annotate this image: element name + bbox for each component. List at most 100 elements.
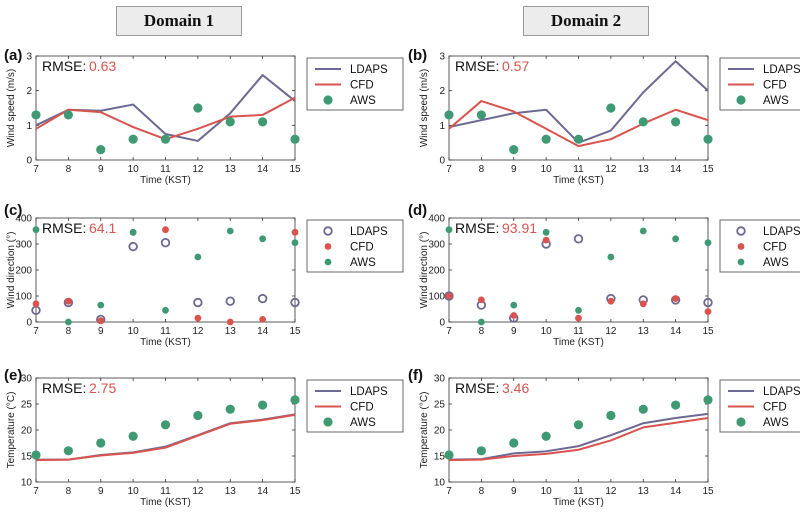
panel-d-xtick-label: 8 <box>479 326 485 337</box>
panel-a-ytick-label: 2 <box>26 86 32 97</box>
panel-a-legend-ldaps-label: LDAPS <box>350 64 388 76</box>
panel-b-aws-point <box>509 145 519 155</box>
panel-c-letter: (c) <box>4 202 22 219</box>
panel-f-xtick-label: 9 <box>511 486 517 497</box>
panel-f-xtick-label: 14 <box>670 486 682 497</box>
panel-c-xtick-label: 11 <box>160 326 171 337</box>
panel-d-cfd-point <box>672 295 680 302</box>
panel-c-xtick-label: 15 <box>289 326 301 337</box>
panel-f-rmse-label: RMSE: <box>455 380 499 396</box>
panel-d-cfd-point <box>510 312 518 319</box>
panel-a-aws-point <box>160 134 171 144</box>
panel-a-xlabel: Time (KST) <box>140 175 191 186</box>
panel-b-xtick-label: 8 <box>479 164 485 175</box>
panel-b-xtick-label: 12 <box>605 164 617 175</box>
panel-d-legend-ldaps-label: LDAPS <box>763 226 800 238</box>
panel-b-ytick-label: 2 <box>439 86 445 97</box>
panel-f-ytick-label: 20 <box>434 426 446 437</box>
panel-a-aws-point <box>31 110 41 120</box>
panel-c-legend-cfd-swatch <box>324 243 332 250</box>
panel-a-xtick-label: 11 <box>160 164 171 175</box>
panel-b-aws-point <box>541 134 551 144</box>
panel-d-legend-cfd-swatch <box>737 243 745 250</box>
panel-c-ytick-label: 200 <box>15 266 32 277</box>
panel-a-aws-point <box>225 117 235 127</box>
panel-c-ytick-label: 400 <box>15 214 32 225</box>
panel-f-aws-point <box>509 438 519 448</box>
panel-b-xtick-label: 14 <box>670 164 682 175</box>
panel-e-legend-cfd-label: CFD <box>350 402 374 414</box>
panel-e-aws-point <box>128 431 138 441</box>
panel-c-xlabel: Time (KST) <box>140 337 191 348</box>
panel-c-legend-ldaps-label: LDAPS <box>350 226 388 238</box>
panel-e-ylabel: Temperature (°C) <box>6 392 17 469</box>
panel-c-aws-point <box>259 235 267 243</box>
panel-a-aws-point <box>128 134 138 144</box>
panel-e-aws-point <box>225 404 235 414</box>
panel-d-legend-cfd-label: CFD <box>763 242 787 254</box>
panel-b-aws-point <box>476 110 486 120</box>
panel-d-aws-point <box>639 227 647 235</box>
panel-b-xtick-label: 15 <box>702 164 714 175</box>
panel-d-cfd-point <box>542 236 550 244</box>
panel-b-aws-point <box>671 117 681 127</box>
panel-b-rmse-label: RMSE: <box>455 58 499 74</box>
panel-e-legend-ldaps-label: LDAPS <box>350 386 388 398</box>
panel-c-ytick-label: 100 <box>15 292 32 303</box>
panel-a-xtick-label: 9 <box>98 164 104 175</box>
panel-d-ytick-label: 0 <box>439 318 445 329</box>
panel-d-legend-aws-swatch <box>737 258 745 266</box>
panel-d-cfd-point <box>477 296 485 304</box>
panel-f-aws-point <box>606 410 616 421</box>
panel-e-aws-point <box>193 410 203 421</box>
panel-c-aws-point <box>194 253 202 261</box>
panel-d-aws-point <box>477 318 485 326</box>
panel-e-aws-point <box>258 400 268 410</box>
panel-c-ytick-label: 300 <box>15 240 32 251</box>
panel-c-ylabel: Wind direction (°) <box>6 232 17 309</box>
panel-e-ytick-label: 30 <box>21 374 33 385</box>
panel-f-plot-frame <box>448 377 709 483</box>
panel-a-legend-cfd-label: CFD <box>350 80 374 92</box>
panel-a-xtick-label: 8 <box>66 164 72 175</box>
panel-d-ytick-label: 100 <box>428 292 445 303</box>
panel-a-aws-point <box>258 117 268 127</box>
panel-e-legend-aws-swatch <box>323 417 333 427</box>
panel-d-aws-point <box>542 228 550 236</box>
panel-b-aws-point <box>444 110 454 120</box>
panel-d-aws-point <box>510 301 518 309</box>
panel-b-aws-point <box>638 117 648 127</box>
panel-a-aws-point <box>96 145 106 155</box>
panel-c-cfd-point <box>194 314 202 322</box>
panel-a-ytick-label: 3 <box>26 52 32 63</box>
panel-f-xtick-label: 10 <box>541 486 553 497</box>
panel-e-aws-point <box>290 395 300 405</box>
panel-a-ytick-label: 1 <box>26 121 32 132</box>
panel-a-rmse-label: RMSE: <box>42 58 86 74</box>
panel-c-xtick-label: 14 <box>257 326 269 337</box>
panel-f-xtick-label: 7 <box>446 486 452 497</box>
panel-d-xtick-label: 10 <box>541 326 553 337</box>
panel-c-aws-point <box>97 301 105 309</box>
panel-d-xtick-label: 14 <box>670 326 682 337</box>
panel-e-xtick-label: 14 <box>257 486 269 497</box>
panel-f-xtick-label: 13 <box>638 486 650 497</box>
panel-f-aws-point <box>573 420 584 430</box>
panel-c-ytick-label: 0 <box>26 318 32 329</box>
panel-e-aws-point <box>31 450 41 460</box>
panel-e-xtick-label: 7 <box>33 486 39 497</box>
panel-f-legend-ldaps-label: LDAPS <box>763 386 800 398</box>
panel-c-xtick-label: 7 <box>33 326 39 337</box>
panel-f-xtick-label: 12 <box>605 486 617 497</box>
panel-d-aws-point <box>575 306 582 314</box>
panel-c-cfd-point <box>259 316 267 323</box>
panel-d-cfd-point <box>639 300 647 308</box>
panel-c-cfd-point <box>32 300 40 308</box>
panel-f-ylabel: Temperature (°C) <box>419 392 430 469</box>
panel-d-xtick-label: 15 <box>702 326 714 337</box>
panel-d-ldaps-point <box>703 297 713 308</box>
panel-e-ytick-label: 15 <box>21 452 33 463</box>
panel-a-xtick-label: 14 <box>257 164 269 175</box>
panel-d-cfd-point <box>704 308 712 315</box>
panel-c-ldaps-point <box>160 237 171 248</box>
